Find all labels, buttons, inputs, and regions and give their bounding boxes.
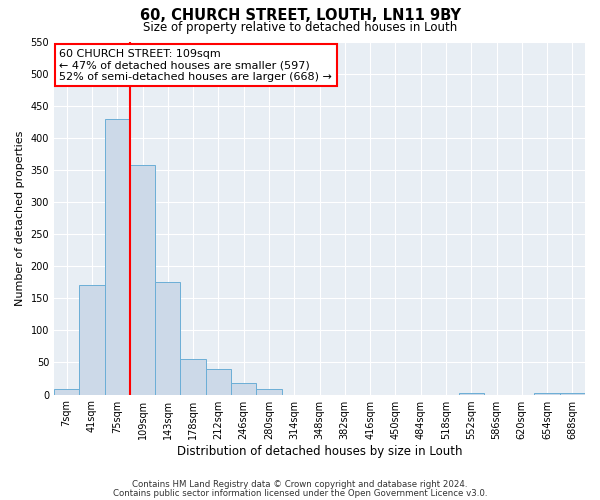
- Bar: [231, 383, 256, 394]
- Bar: [181, 360, 206, 394]
- Bar: [130, 166, 155, 394]
- Y-axis label: Number of detached properties: Number of detached properties: [15, 130, 25, 306]
- X-axis label: Distribution of detached houses by size in Louth: Distribution of detached houses by size …: [177, 444, 462, 458]
- Text: Size of property relative to detached houses in Louth: Size of property relative to detached ho…: [143, 21, 457, 34]
- Text: Contains HM Land Registry data © Crown copyright and database right 2024.: Contains HM Land Registry data © Crown c…: [132, 480, 468, 489]
- Text: Contains public sector information licensed under the Open Government Licence v3: Contains public sector information licen…: [113, 489, 487, 498]
- Bar: [155, 282, 181, 395]
- Bar: [79, 286, 104, 395]
- Bar: [256, 390, 281, 394]
- Bar: [104, 118, 130, 394]
- Bar: [54, 390, 79, 394]
- Bar: [206, 369, 231, 394]
- Text: 60, CHURCH STREET, LOUTH, LN11 9BY: 60, CHURCH STREET, LOUTH, LN11 9BY: [139, 8, 461, 22]
- Text: 60 CHURCH STREET: 109sqm
← 47% of detached houses are smaller (597)
52% of semi-: 60 CHURCH STREET: 109sqm ← 47% of detach…: [59, 48, 332, 82]
